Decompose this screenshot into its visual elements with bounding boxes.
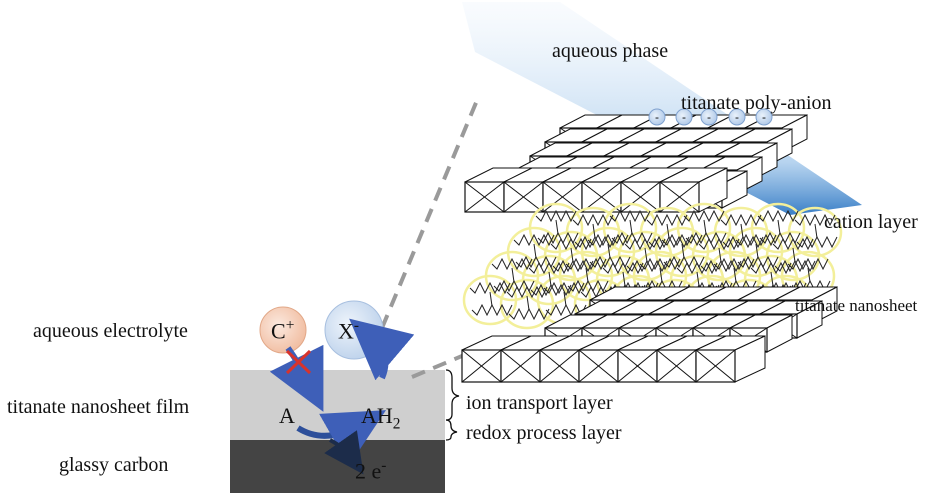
aqueous-phase-label: aqueous phase [552, 40, 669, 62]
zoom-line-upper [380, 97, 480, 329]
cation-layer-label: cation layer [824, 211, 918, 233]
upper-sheet-front [464, 167, 728, 213]
anion-charge-icon: - [648, 108, 666, 126]
anion-charge-icon: - [700, 108, 718, 126]
titanate-nanosheet-film-label: titanate nanosheet film [7, 396, 190, 418]
electrons-species: 2 e- [355, 457, 387, 484]
reduced-species: A [279, 403, 295, 428]
brace-ion-transport [445, 369, 460, 421]
svg-text:-: - [735, 110, 739, 124]
anion-arrow [349, 318, 415, 381]
brace-redox [445, 419, 458, 441]
anion-charge-icon: - [728, 108, 746, 126]
anion-charge-icon: - [755, 108, 773, 126]
lower-sheet-front [461, 335, 766, 383]
blocked-cross-icon [285, 349, 312, 375]
cation-arrow [269, 344, 324, 412]
glassy-carbon-label: glassy carbon [59, 454, 169, 476]
titanate-nanosheet-label: titanate nanosheet [795, 296, 918, 315]
svg-text:-: - [682, 110, 686, 124]
electron-arrow [324, 430, 364, 475]
titanate-nanosheet-film-block [230, 370, 445, 440]
svg-text:-: - [707, 110, 711, 124]
aqueous-electrolyte-label: aqueous electrolyte [33, 320, 188, 342]
titanate-poly-anion-label: titanate poly-anion [681, 92, 832, 114]
oxidized-species: AH2 [361, 403, 401, 433]
ion-transport-layer-label: ion transport layer [466, 392, 613, 414]
anion-species: X- [338, 317, 360, 344]
poly-anion-charges: ----- [648, 108, 773, 126]
redox-process-layer-label: redox process layer [466, 422, 622, 444]
svg-text:-: - [762, 110, 766, 124]
svg-text:-: - [655, 110, 659, 124]
cation-species: C+ [271, 317, 295, 344]
glassy-carbon-block [230, 440, 445, 493]
anion-charge-icon: - [675, 108, 693, 126]
nanosheet-stack [461, 114, 843, 383]
